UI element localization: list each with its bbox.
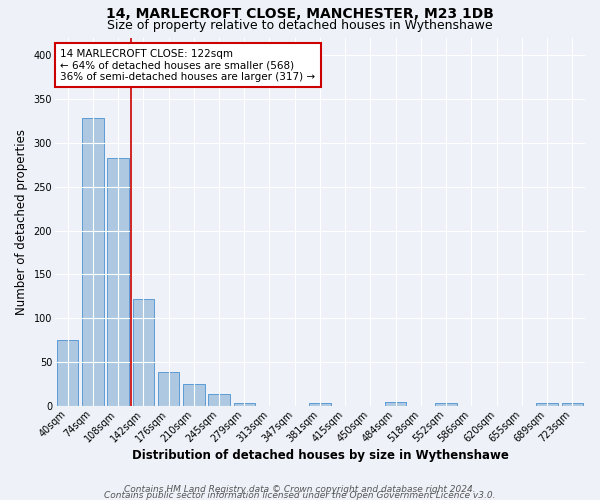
- Bar: [158, 372, 179, 406]
- Bar: [208, 394, 230, 406]
- Bar: [107, 158, 129, 406]
- Text: Contains HM Land Registry data © Crown copyright and database right 2024.: Contains HM Land Registry data © Crown c…: [124, 484, 476, 494]
- Bar: [133, 299, 154, 406]
- Bar: [536, 402, 558, 406]
- Bar: [309, 402, 331, 406]
- Text: 14, MARLECROFT CLOSE, MANCHESTER, M23 1DB: 14, MARLECROFT CLOSE, MANCHESTER, M23 1D…: [106, 8, 494, 22]
- Text: Size of property relative to detached houses in Wythenshawe: Size of property relative to detached ho…: [107, 19, 493, 32]
- Y-axis label: Number of detached properties: Number of detached properties: [15, 129, 28, 315]
- Bar: [233, 402, 255, 406]
- X-axis label: Distribution of detached houses by size in Wythenshawe: Distribution of detached houses by size …: [131, 450, 508, 462]
- Bar: [385, 402, 406, 406]
- Bar: [82, 118, 104, 406]
- Bar: [57, 340, 79, 406]
- Bar: [562, 402, 583, 406]
- Bar: [183, 384, 205, 406]
- Bar: [436, 402, 457, 406]
- Text: 14 MARLECROFT CLOSE: 122sqm
← 64% of detached houses are smaller (568)
36% of se: 14 MARLECROFT CLOSE: 122sqm ← 64% of det…: [60, 48, 316, 82]
- Text: Contains public sector information licensed under the Open Government Licence v3: Contains public sector information licen…: [104, 490, 496, 500]
